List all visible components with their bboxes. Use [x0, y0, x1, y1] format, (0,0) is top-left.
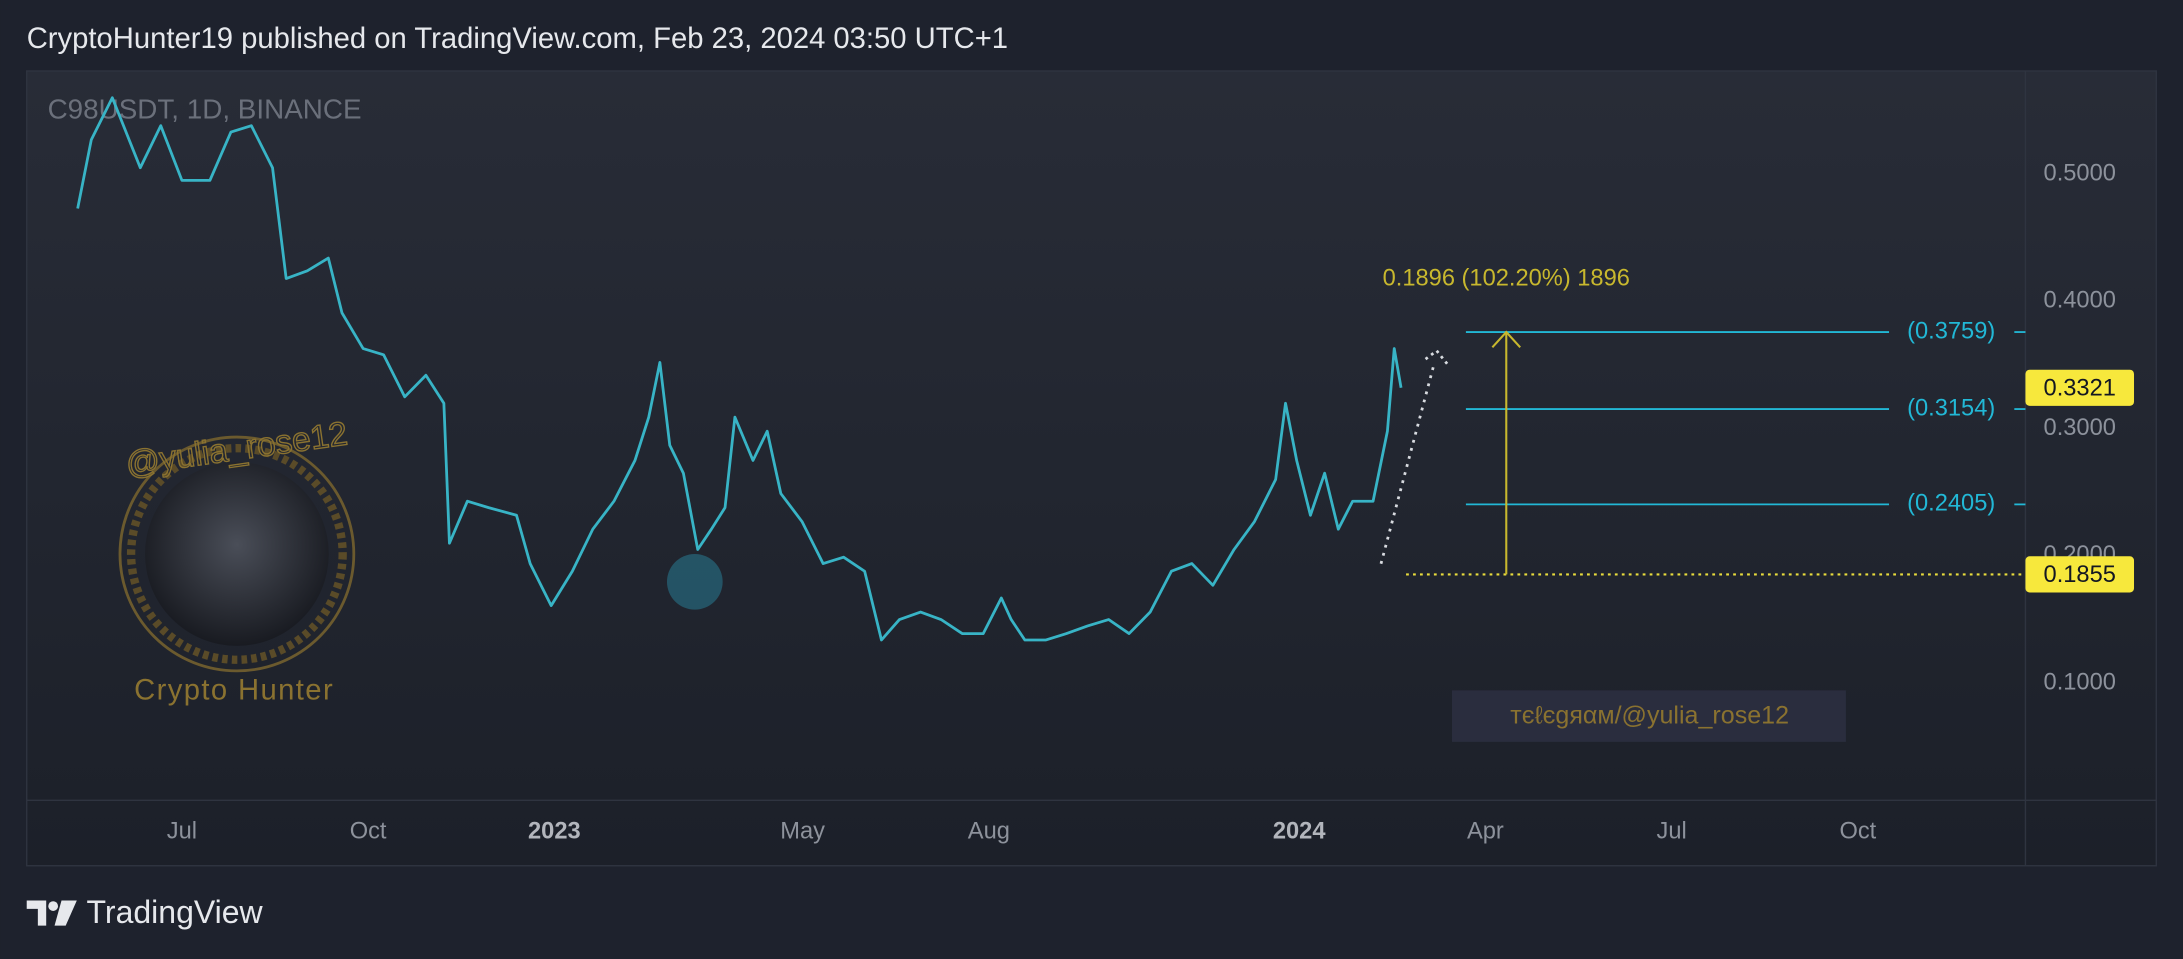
- x-tick-label: 2023: [528, 819, 581, 845]
- level-label: (0.3154): [1907, 395, 1995, 421]
- x-tick-label: Jul: [1657, 819, 1687, 845]
- watermark-name: Crypto Hunter: [134, 674, 334, 706]
- level-label: (0.3759): [1907, 318, 1995, 344]
- x-tick-label: Aug: [968, 819, 1010, 845]
- highlight-circle: [666, 553, 723, 610]
- logo-mark-v: [54, 900, 77, 926]
- price-badge-label: 0.1855: [2044, 562, 2116, 588]
- y-tick-label: 0.4000: [2044, 288, 2116, 314]
- x-tick-label: Oct: [350, 819, 387, 845]
- logo-mark-dot: [48, 901, 59, 911]
- x-tick-label: Oct: [1839, 819, 1876, 845]
- logo-portrait: [145, 462, 329, 646]
- y-tick-label: 0.3000: [2044, 415, 2116, 441]
- price-line: [76, 96, 1403, 642]
- y-tick-label: 0.1000: [2044, 669, 2116, 695]
- logo-ring: [118, 435, 356, 673]
- x-tick-label: Apr: [1467, 819, 1504, 845]
- logo-pattern: [126, 444, 347, 664]
- projection-line: [1379, 364, 1436, 565]
- telegram-box: [1451, 690, 1846, 742]
- chart-pane: [26, 70, 2157, 867]
- symbol-label: C98USDT, 1D, BINANCE: [48, 94, 362, 125]
- footer-brand: TradingView: [87, 894, 264, 930]
- y-tick-label: 0.5000: [2044, 160, 2116, 186]
- measure-label: 0.1896 (102.20%) 1896: [1383, 265, 1630, 291]
- x-tick-label: 2024: [1273, 819, 1326, 845]
- logo-mark-t: [26, 900, 47, 926]
- tradingview-logo: [26, 900, 77, 926]
- last-price-badge: [2025, 369, 2135, 406]
- watermark-logo: @yulia_rose12 Crypto Hunter: [118, 415, 356, 706]
- publish-header: CryptoHunter19 published on TradingView.…: [27, 23, 1008, 55]
- last-price-label: 0.3321: [2044, 375, 2116, 401]
- level-label: (0.2405): [1907, 491, 1995, 517]
- price-badge: [2025, 556, 2135, 593]
- x-tick-label: Jul: [167, 819, 197, 845]
- measure-arrowhead: [1491, 330, 1521, 349]
- x-tick-label: May: [780, 819, 825, 845]
- telegram-text: тєℓєgяαм/@yulia_rose12: [1510, 701, 1789, 729]
